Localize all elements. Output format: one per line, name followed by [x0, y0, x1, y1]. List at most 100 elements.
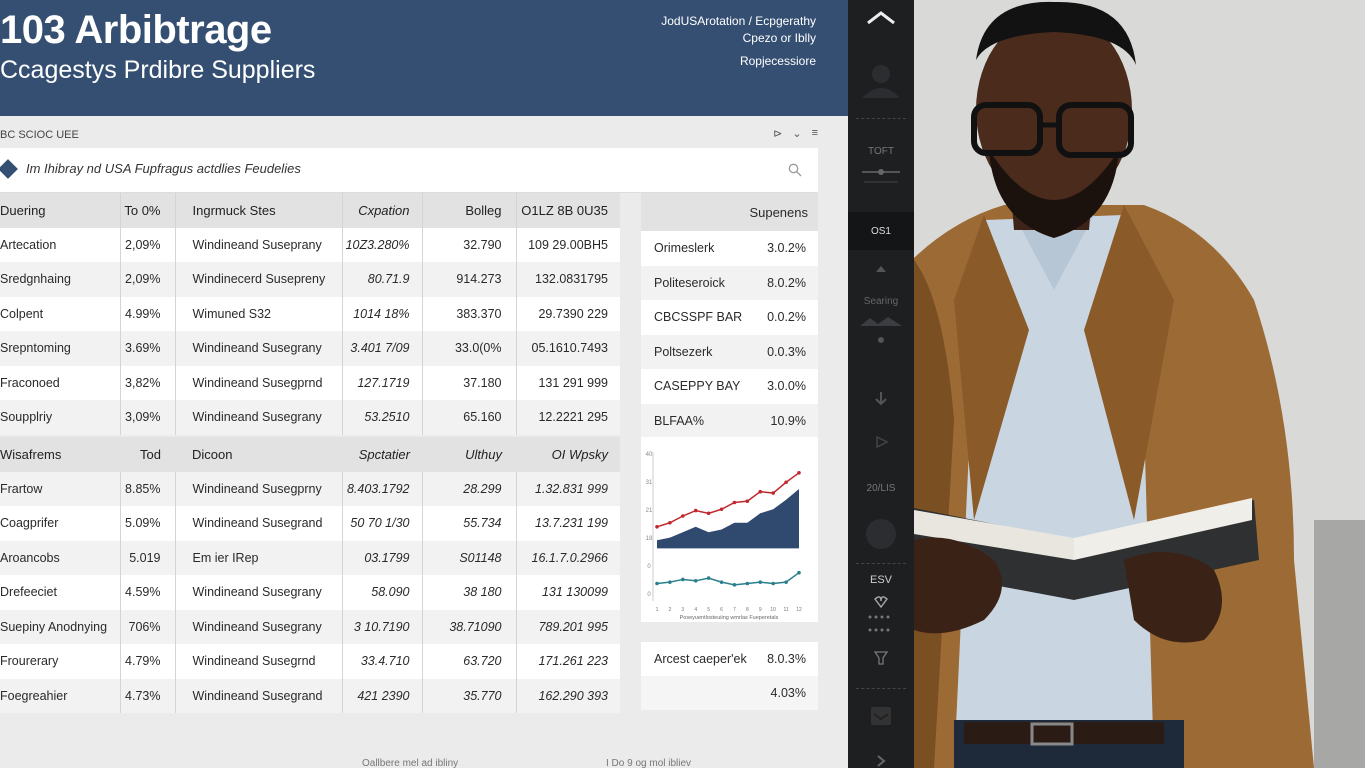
table-cell: Coagprifer [0, 506, 121, 541]
list-item[interactable]: Poltsezerk 0.0.3% [641, 334, 818, 369]
table-cell: 05.1610.7493 [516, 331, 620, 366]
inbox-icon[interactable] [848, 704, 914, 728]
user-icon[interactable] [848, 60, 914, 100]
chart-tick-label: 18 [646, 536, 653, 542]
column-header[interactable]: Cxpation [342, 193, 423, 228]
chart-tick-label: 40 [646, 452, 653, 458]
chart-tick-label: 31 [646, 480, 653, 486]
layers-icon[interactable] [848, 516, 914, 556]
column-header[interactable]: Tod [120, 437, 175, 472]
chevron-down-icon[interactable]: ⌄ [792, 128, 802, 140]
table-cell: 789.201 995 [516, 609, 620, 644]
arrow-down-icon[interactable] [848, 390, 914, 406]
column-header[interactable]: Duering [0, 193, 121, 228]
column-header[interactable]: To 0% [120, 193, 176, 228]
search-icon[interactable] [788, 163, 802, 177]
table-header-row: Duering To 0% Ingrmuck Stes Cxpation Bol… [0, 193, 620, 228]
table-row[interactable]: Frartow 8.85% Windineand Susegprny 8.403… [0, 471, 620, 506]
column-header[interactable]: Ingrmuck Stes [175, 193, 343, 228]
chevron-up-icon[interactable] [848, 10, 914, 24]
table-cell: 03.1799 [342, 540, 423, 575]
table-cell: 109 29.00BH5 [516, 227, 620, 262]
table-cell: 80.71.9 [342, 262, 423, 297]
table-row[interactable]: Colpent 4.99% Wimuned S32 1014 18% 383.3… [0, 296, 620, 331]
play-icon[interactable]: ⊳ [773, 128, 783, 140]
table-row[interactable]: Coagprifer 5.09% Windineand Susegrand 50… [0, 506, 620, 541]
table-cell: 3,09% [120, 400, 176, 435]
table-cell: 5.019 [120, 540, 176, 575]
table-row[interactable]: Srepntoming 3.69% Windineand Susegrany 3… [0, 331, 620, 366]
list-item[interactable]: Orimeslerk 3.0.2% [641, 231, 818, 266]
supplier-name: BLFAA% [641, 403, 759, 438]
divider [856, 118, 906, 119]
chart-point [719, 507, 724, 512]
play-icon[interactable] [848, 434, 914, 450]
table-cell: Em ier IRep [175, 540, 343, 575]
table-cell: 1.32.831 999 [516, 471, 620, 506]
toolbar-item-20lis[interactable]: 20/LIS [866, 483, 896, 494]
table-row[interactable]: Sredgnhaing 2,09% Windinecerd Susepreny … [0, 262, 620, 297]
column-header[interactable]: Wisafrems [0, 437, 120, 472]
header-meta-link[interactable]: Ropjecessiore [739, 54, 816, 68]
list-item[interactable]: CBCSSPF BAR 0.0.2% [641, 300, 818, 335]
table-cell: 55.734 [422, 506, 517, 541]
table-cell: 4.79% [120, 644, 176, 679]
toolbar-item-toft[interactable]: TOFT [868, 146, 894, 157]
supplier-value: 3.0.0% [758, 369, 818, 404]
chart-series-area [657, 489, 799, 549]
filter-icon[interactable] [848, 650, 914, 666]
summary-box: Arcest caeper'ek 8.0.3% 4.03% [641, 642, 818, 710]
list-item[interactable]: CASEPPY BAY 3.0.0% [641, 369, 818, 404]
mountain-icon[interactable] [848, 312, 914, 348]
menu-icon[interactable]: ≡ [811, 127, 818, 139]
chart-x-tick: 11 [783, 607, 788, 613]
column-header[interactable]: Supenens [641, 193, 818, 231]
footer-left: Oallbere mel ad ibliny [362, 758, 459, 768]
column-header[interactable]: OI Wpsky [516, 437, 620, 472]
chevron-right-icon[interactable] [848, 754, 914, 768]
table-cell: Frourerary [0, 644, 121, 679]
chart-point [681, 514, 685, 518]
table-row[interactable]: Aroancobs 5.019 Em ier IRep 03.1799 S011… [0, 540, 620, 575]
grid-dots-icon[interactable] [848, 612, 914, 642]
chart-x-tick: 1 [656, 607, 659, 613]
page-subtitle: Ccagestys Prdibre Suppliers [0, 56, 316, 84]
chart-x-tick: 6 [720, 607, 723, 613]
column-header[interactable]: O1LZ 8B 0U35 [516, 193, 620, 228]
table-row[interactable]: Suepiny Anodnying 706% Windineand Susegr… [0, 609, 620, 644]
toolbar-item-searing[interactable]: Searing [863, 296, 899, 307]
table-cell: 29.7390 229 [516, 296, 620, 331]
chart-point [784, 480, 788, 485]
table-row[interactable]: Artecation 2,09% Windineand Suseprany 10… [0, 227, 620, 262]
table-row[interactable]: Frourerary 4.79% Windineand Susegrnd 33.… [0, 644, 620, 679]
move-icon[interactable] [848, 264, 914, 276]
column-header[interactable]: Dicoon [175, 437, 342, 472]
search-input[interactable]: Im Ihibray nd USA Fupfragus actdlies Feu… [26, 161, 301, 176]
heart-icon[interactable] [848, 594, 914, 610]
table-row[interactable]: Foegreahier 4.73% Windineand Susegrand 4… [0, 678, 620, 713]
table-row[interactable]: Soupplriy 3,09% Windineand Susegrany 53.… [0, 400, 620, 435]
table-cell: Windineand Susegrany [175, 331, 343, 366]
table-cell: Windineand Susegrand [175, 678, 343, 713]
table-cell: 38 180 [422, 575, 517, 610]
footer-right: I Do 9 og mol ibliev [606, 758, 692, 768]
column-header[interactable]: Ulthuy [422, 437, 516, 472]
table-cell: 706% [120, 609, 176, 644]
list-item[interactable]: Arcest caeper'ek 8.0.3% [641, 642, 818, 676]
table-cell: Windineand Susegrnd [175, 644, 343, 679]
chart-point [745, 581, 750, 586]
chart-point [797, 471, 801, 475]
toolbar-item-active[interactable] [848, 212, 914, 250]
slider-icon[interactable] [848, 164, 914, 186]
column-header[interactable]: Spctatier [342, 437, 422, 472]
table-cell: Windineand Susegrand [175, 506, 343, 541]
table-row[interactable]: Fraconoed 3,82% Windineand Susegprnd 127… [0, 365, 620, 400]
search-bar[interactable]: Im Ihibray nd USA Fupfragus actdlies Feu… [0, 148, 818, 193]
toolbar-item-esv[interactable]: ESV [869, 574, 892, 586]
list-item[interactable]: 4.03% [641, 676, 818, 710]
list-item[interactable]: BLFAA% 10.9% [641, 403, 818, 438]
table-row[interactable]: Drefeeciet 4.59% Windineand Susegrany 58… [0, 575, 620, 610]
list-item[interactable]: Politeseroick 8.0.2% [641, 265, 818, 300]
toolbar-item-os1[interactable]: OS1 [870, 226, 891, 237]
column-header[interactable]: Bolleg [422, 193, 517, 228]
